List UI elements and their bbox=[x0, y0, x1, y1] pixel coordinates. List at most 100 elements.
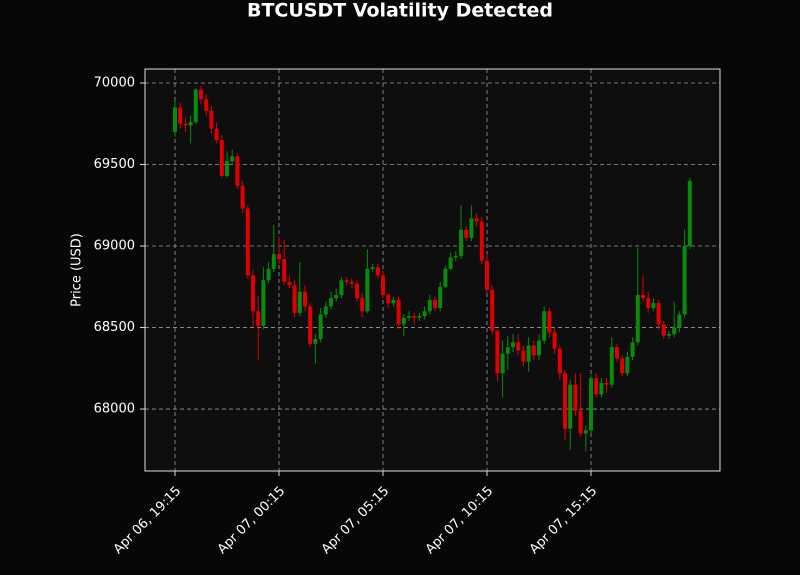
candle-body bbox=[188, 122, 193, 126]
y-tick-label: 70000 bbox=[94, 76, 135, 91]
candle-body bbox=[401, 317, 406, 325]
candle-body bbox=[365, 268, 370, 312]
candle-body bbox=[485, 260, 489, 291]
y-axis-label: Price (USD) bbox=[70, 233, 85, 307]
candle-body bbox=[412, 316, 417, 318]
candle-body bbox=[219, 140, 224, 176]
candle-body bbox=[474, 218, 479, 222]
candle-body bbox=[375, 267, 380, 276]
candle-body bbox=[578, 410, 583, 434]
candle-body bbox=[266, 268, 271, 281]
candle-body bbox=[323, 306, 328, 315]
candle-body bbox=[573, 384, 578, 411]
candle-body bbox=[677, 314, 682, 328]
candle-body bbox=[391, 299, 396, 304]
candle-body bbox=[661, 324, 666, 336]
candle-body bbox=[370, 267, 375, 269]
candle-body bbox=[479, 221, 484, 261]
candle-body bbox=[547, 311, 552, 333]
candle-body bbox=[656, 303, 661, 325]
candle-body bbox=[505, 347, 510, 354]
candle-body bbox=[672, 327, 677, 335]
candle-body bbox=[453, 255, 458, 258]
candle-body bbox=[422, 311, 427, 317]
candle-body bbox=[438, 286, 443, 308]
candle-body bbox=[339, 280, 344, 295]
plot-area bbox=[145, 69, 720, 471]
candle-body bbox=[313, 338, 318, 344]
candle-body bbox=[173, 107, 177, 132]
candle-body bbox=[557, 348, 562, 374]
candle-body bbox=[641, 294, 645, 299]
candle-body bbox=[193, 89, 198, 123]
candle-body bbox=[183, 123, 188, 126]
candle-body bbox=[568, 384, 573, 429]
candle-body bbox=[609, 347, 614, 385]
candle-body bbox=[334, 294, 339, 299]
candle-body bbox=[349, 281, 354, 284]
candle-body bbox=[277, 254, 281, 260]
candle-body bbox=[620, 358, 625, 374]
candle-body bbox=[516, 342, 521, 351]
candle-body bbox=[651, 303, 656, 308]
candle-body bbox=[282, 259, 287, 282]
candle-body bbox=[604, 382, 609, 385]
candle-body bbox=[407, 316, 411, 318]
candle-body bbox=[235, 156, 240, 186]
candle-body bbox=[344, 280, 349, 282]
candle-body bbox=[178, 107, 183, 124]
candle-body bbox=[448, 257, 453, 269]
candle-body bbox=[256, 311, 261, 326]
candle-body bbox=[594, 378, 599, 395]
candle-body bbox=[490, 290, 495, 331]
candle-body bbox=[511, 342, 515, 348]
y-tick-label: 69500 bbox=[94, 157, 135, 172]
candle-body bbox=[230, 156, 235, 162]
candle-body bbox=[625, 356, 630, 374]
chart-title: BTCUSDT Volatility Detected bbox=[247, 0, 553, 22]
candle-body bbox=[433, 299, 437, 308]
candle-body bbox=[297, 291, 302, 313]
candle-body bbox=[682, 246, 687, 315]
candle-body bbox=[469, 218, 474, 238]
candle-body bbox=[521, 350, 526, 362]
candle-body bbox=[583, 430, 588, 434]
candle-body bbox=[667, 334, 671, 336]
candle-body bbox=[199, 89, 203, 100]
candle-body bbox=[563, 373, 567, 429]
candle-body bbox=[245, 208, 250, 276]
candle-body bbox=[303, 291, 307, 307]
candle-body bbox=[308, 306, 313, 344]
candle-body bbox=[531, 345, 536, 356]
candle-body bbox=[542, 311, 547, 341]
candle-body bbox=[386, 294, 391, 304]
candle-body bbox=[240, 185, 245, 209]
candle-body bbox=[589, 378, 593, 431]
candle-body bbox=[599, 382, 604, 395]
candle-body bbox=[646, 298, 651, 308]
candle-body bbox=[500, 353, 505, 374]
candle-body bbox=[396, 299, 401, 325]
candle-body bbox=[526, 345, 531, 362]
candle-body bbox=[552, 332, 557, 349]
candle-body bbox=[204, 99, 209, 111]
candle-body bbox=[464, 229, 469, 238]
y-tick-label: 69000 bbox=[94, 239, 135, 254]
candle-body bbox=[251, 275, 255, 312]
candle-body bbox=[443, 268, 448, 287]
candle-body bbox=[271, 254, 276, 269]
candle-body bbox=[417, 316, 422, 318]
candle-body bbox=[329, 298, 333, 307]
candle-body bbox=[615, 347, 619, 359]
candle-body bbox=[292, 285, 297, 313]
y-tick-label: 68000 bbox=[94, 402, 135, 417]
candle-body bbox=[355, 283, 359, 299]
candle-body bbox=[287, 281, 292, 286]
candle-body bbox=[427, 299, 432, 312]
y-tick-label: 68500 bbox=[94, 320, 135, 335]
candle-body bbox=[214, 128, 219, 141]
candle-body bbox=[687, 180, 692, 247]
axes-frame bbox=[144, 68, 721, 472]
